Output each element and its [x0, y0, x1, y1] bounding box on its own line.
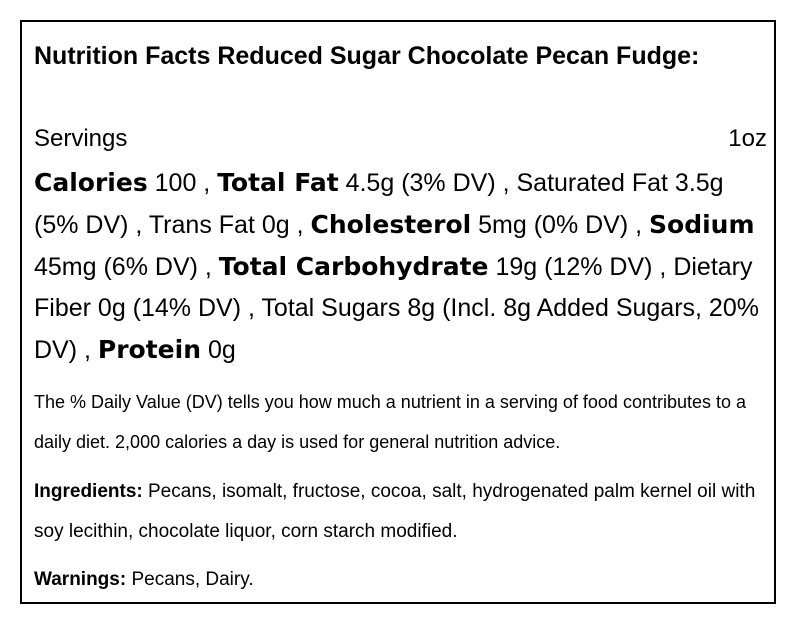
nutrient-value-saturated-fat: 3.5g (5% DV) , — [34, 169, 724, 239]
nutrient-name-saturated-fat: Saturated Fat — [516, 169, 668, 197]
nutrition-label-panel: Nutrition Facts Reduced Sugar Chocolate … — [20, 20, 776, 604]
nutrient-name-calories: Calories — [34, 168, 148, 197]
servings-value: 1oz — [728, 125, 767, 152]
nutrient-name-total-sugars: Total Sugars — [261, 294, 401, 322]
nutrient-name-cholesterol: Cholesterol — [310, 210, 472, 239]
nutrients-paragraph: Calories 100 , Total Fat 4.5g (3% DV) , … — [34, 162, 764, 371]
nutrient-name-total-carbohydrate: Total Carbohydrate — [218, 252, 489, 281]
nutrient-value-dietary-fiber: 0g (14% DV) , — [90, 294, 262, 322]
nutrient-value-total-sugars: 8g (Incl. 8g Added Sugars, 20% DV) , — [34, 294, 759, 364]
nutrient-value-cholesterol: 5mg (0% DV) , — [471, 211, 650, 239]
nutrient-name-total-fat: Total Fat — [217, 168, 339, 197]
warnings-label: Warnings: — [34, 569, 127, 590]
nutrient-value-sodium: 45mg (6% DV) , — [34, 253, 219, 281]
ingredients-label: Ingredients: — [34, 481, 143, 502]
nutrient-name-sodium: Sodium — [649, 210, 755, 239]
label-title: Nutrition Facts Reduced Sugar Chocolate … — [34, 42, 700, 70]
daily-value-note: The % Daily Value (DV) tells you how muc… — [34, 392, 747, 452]
ingredients-text: Pecans, isomalt, fructose, cocoa, salt, … — [34, 481, 756, 542]
nutrient-value-calories: 100 , — [147, 169, 218, 197]
servings-label: Servings — [34, 125, 128, 152]
warnings-section: Warnings: Pecans, Dairy. — [34, 560, 764, 600]
nutrient-name-protein: Protein — [97, 335, 202, 364]
ingredients-section: Ingredients: Pecans, isomalt, fructose, … — [34, 472, 764, 552]
servings-row: Servings 1oz — [34, 122, 767, 156]
nutrient-value-total-carbohydrate: 19g (12% DV) , — [488, 253, 674, 281]
nutrient-name-dietary-fiber: Dietary Fiber — [34, 253, 753, 322]
warnings-text: Pecans, Dairy. — [126, 569, 254, 590]
nutrient-name-trans-fat: Trans Fat — [148, 211, 255, 239]
nutrient-value-total-fat: 4.5g (3% DV) , — [338, 169, 517, 197]
nutrient-value-protein: 0g — [201, 336, 236, 364]
nutrient-value-trans-fat: 0g , — [254, 211, 311, 239]
